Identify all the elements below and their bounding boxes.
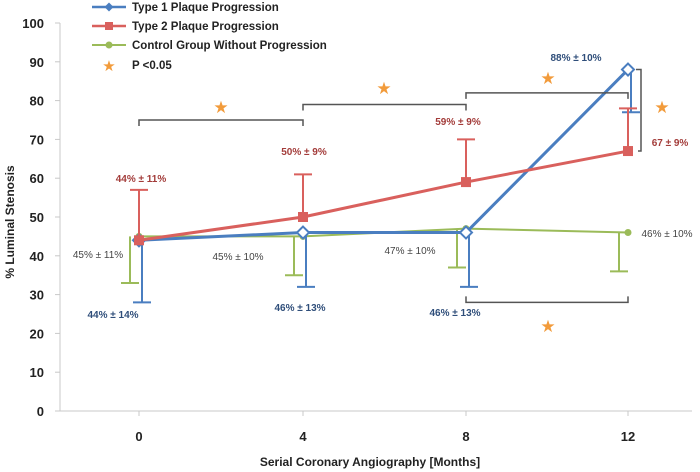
marker-s1-8 [461, 177, 471, 188]
marker-s2-12 [624, 229, 632, 237]
legend-label-control: Control Group Without Progression [132, 40, 327, 52]
significance-star-2: ★ [376, 79, 391, 98]
y-tick-label-10: 10 [30, 365, 44, 380]
y-tick-label-90: 90 [30, 55, 44, 70]
significance-bracket-1: ★ [138, 98, 304, 126]
legend-entry-significance: ★ P <0.05 [102, 58, 172, 75]
legend-circle-marker [105, 41, 113, 49]
marker-s1-0 [134, 235, 144, 246]
x-tick-label-12: 12 [621, 429, 635, 444]
y-tick-label-60: 60 [30, 171, 44, 186]
x-tick-labels: 0 4 8 12 [135, 411, 635, 444]
x-tick-label-8: 8 [462, 429, 469, 444]
y-tick-label-100: 100 [22, 16, 44, 31]
marker-s0-12 [620, 62, 636, 77]
significance-star-3: ★ [540, 69, 555, 88]
data-label-s1-4: 50% ± 9% [281, 147, 327, 158]
significance-bracket-3: ★ [465, 69, 629, 99]
y-tick-label-20: 20 [30, 326, 44, 341]
marker-s1-4 [298, 212, 308, 222]
legend-label-type1: Type 1 Plaque Progression [132, 2, 279, 14]
legend-square-marker [105, 22, 113, 30]
y-tick-label-40: 40 [30, 249, 44, 264]
series-layer [121, 62, 640, 304]
legend: Type 1 Plaque Progression Type 2 Plaque … [92, 2, 327, 75]
legend-label-significance: P <0.05 [132, 60, 172, 72]
marker-s0-8 [458, 225, 474, 240]
data-label-s1-0: 44% ± 11% [116, 174, 167, 185]
legend-entry-type2: Type 2 Plaque Progression [92, 21, 279, 33]
data-label-s1-12: 67 ± 9% [652, 138, 689, 149]
data-label-s2-8: 47% ± 10% [384, 246, 435, 257]
bracket-line-2 [302, 103, 467, 111]
bracket-line-4 [465, 296, 629, 304]
series-0 [131, 62, 640, 304]
x-tick-label-0: 0 [135, 429, 142, 444]
legend-entry-type1: Type 1 Plaque Progression [92, 2, 279, 14]
data-label-s0-8: 46% ± 13% [429, 308, 480, 319]
data-label-s0-12: 88% ± 10% [550, 53, 601, 64]
data-label-s2-4: 45% ± 10% [212, 252, 263, 263]
significance-bracket-2: ★ [302, 79, 467, 111]
series-1 [130, 107, 637, 246]
legend-label-type2: Type 2 Plaque Progression [132, 21, 279, 33]
y-tick-label-30: 30 [30, 288, 44, 303]
data-label-s0-4: 46% ± 13% [274, 303, 325, 314]
bracket-line-3 [465, 92, 629, 99]
legend-star-icon: ★ [102, 58, 115, 75]
marker-s0-4 [295, 225, 311, 240]
significance-star-1: ★ [213, 98, 228, 117]
significance-layer: ★ ★ ★ ★ ★ [138, 68, 670, 336]
legend-entry-control: Control Group Without Progression [92, 40, 327, 52]
y-tick-label-0: 0 [37, 404, 44, 419]
series-line-1 [138, 149, 629, 242]
y-tick-labels: 0 10 20 30 40 50 60 70 80 90 100 [22, 16, 60, 419]
data-label-s0-0: 44% ± 14% [87, 310, 138, 321]
significance-star-5: ★ [654, 98, 669, 117]
bracket-line-1 [138, 119, 304, 126]
significance-bracket-5: ★ [636, 68, 670, 152]
y-tick-label-80: 80 [30, 94, 44, 109]
significance-bracket-4: ★ [465, 296, 629, 336]
y-axis-title: % Luminal Stenosis [3, 165, 17, 279]
data-label-s2-0: 45% ± 11% [73, 250, 123, 261]
marker-s1-12 [623, 146, 633, 157]
y-tick-label-70: 70 [30, 132, 44, 147]
data-label-s2-12: 46% ± 10% [641, 229, 692, 240]
significance-star-4: ★ [540, 317, 555, 336]
x-tick-label-4: 4 [299, 429, 307, 444]
data-label-layer: 44% ± 14% 46% ± 13% 46% ± 13% 88% ± 10% 44% … [73, 53, 693, 321]
x-axis-title: Serial Coronary Angiography [Months] [260, 455, 480, 469]
legend-diamond-marker [104, 2, 114, 12]
series-line-0 [138, 68, 630, 242]
y-tick-label-50: 50 [30, 210, 44, 225]
data-label-s1-8: 59% ± 9% [435, 117, 481, 128]
bracket-line-5 [636, 68, 642, 152]
